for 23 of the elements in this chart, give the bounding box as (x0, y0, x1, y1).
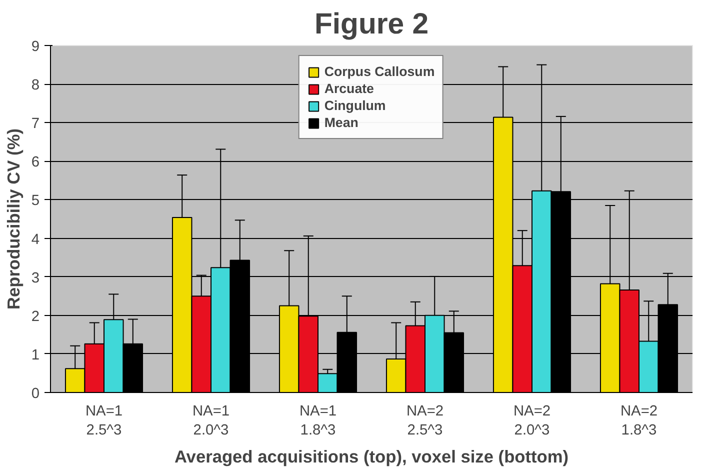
x-tick-label: NA=1 2.5^3 (85, 404, 123, 439)
legend-label: Mean (324, 115, 358, 130)
y-tick-label: 1 (31, 347, 40, 364)
x-axis-title: Averaged acquisitions (top), voxel size (bottom) (174, 446, 569, 467)
legend-label: Cingulum (324, 98, 386, 113)
x-tick-label: NA=2 2.5^3 (406, 404, 444, 439)
y-tick-label: 7 (31, 116, 40, 132)
y-tick-label: 4 (31, 232, 40, 248)
y-tick-label: 9 (31, 39, 40, 55)
chart-title: Figure 2 (314, 8, 429, 40)
x-tick-label: NA=1 2.0^3 (192, 404, 230, 439)
y-tick-label: 5 (31, 193, 40, 210)
y-tick-label: 2 (31, 308, 40, 325)
y-tick-label: 0 (31, 386, 40, 402)
y-axis-title: Reproducibiliy CV (%) (3, 128, 24, 310)
legend-label: Arcuate (324, 81, 374, 96)
y-tick-label: 6 (31, 154, 40, 171)
x-tick-label: NA=2 1.8^3 (620, 404, 658, 439)
legend-label: Corpus Callosum (324, 64, 435, 79)
y-tick-label: 3 (31, 270, 40, 286)
x-tick-label: NA=2 2.0^3 (513, 404, 551, 439)
y-tick-label: 8 (31, 78, 40, 94)
x-tick-label: NA=1 1.8^3 (299, 404, 337, 439)
